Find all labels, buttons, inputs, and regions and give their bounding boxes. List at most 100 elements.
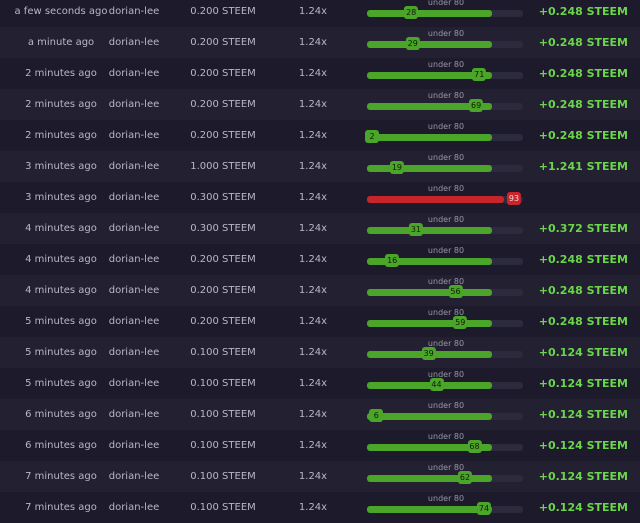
bet-target: under 80 [427,370,465,379]
roll-marker: 16 [385,254,400,267]
bet-user: dorian-lee [108,6,160,17]
bet-target: under 80 [427,432,465,441]
bet-user: dorian-lee [108,192,160,203]
roll-marker: 68 [467,440,482,453]
roll-marker: 56 [448,285,463,298]
roll-marker: 39 [421,347,436,360]
bet-user: dorian-lee [108,223,160,234]
roll-marker: 44 [429,378,444,391]
bet-target: under 80 [427,29,465,38]
roll-bar-fill [367,506,492,513]
bet-target: under 80 [427,91,465,100]
roll-bar-fill [367,320,492,327]
roll-marker: 71 [472,68,487,81]
bet-amount: 0.300 STEEM [190,192,256,203]
bet-row: 5 minutes ago dorian-lee 0.200 STEEM 1.24x u… [0,306,640,337]
roll-bar-fill [367,289,492,296]
roll-bar-fill [367,413,492,420]
bet-amount: 0.200 STEEM [190,68,256,79]
bet-time: 5 minutes ago [25,347,97,358]
bet-user: dorian-lee [108,347,160,358]
bet-multiplier: 1.24x [298,68,328,79]
roll-marker: 31 [408,223,423,236]
bet-target: under 80 [427,463,465,472]
bet-multiplier: 1.24x [298,316,328,327]
bet-amount: 0.200 STEEM [190,6,256,17]
roll-bar: 31 [367,223,523,236]
bet-payout: +0.372 STEEM [538,222,628,235]
bet-target: under 80 [427,494,465,503]
bet-payout: +0.124 STEEM [538,408,628,421]
roll-marker: 59 [453,316,468,329]
bet-row: 4 minutes ago dorian-lee 0.200 STEEM 1.24x u… [0,244,640,275]
roll-bar: 39 [367,347,523,360]
roll-bar: 28 [367,6,523,19]
bet-time: 6 minutes ago [25,409,97,420]
bet-time: 7 minutes ago [25,502,97,513]
roll-bar-fill [367,258,492,265]
bet-payout: +0.124 STEEM [538,501,628,514]
bet-payout: +0.248 STEEM [538,253,628,266]
roll-bar: 93 [367,192,523,205]
bet-multiplier: 1.24x [298,6,328,17]
roll-bar-fill [367,227,492,234]
roll-bar-fill [367,10,492,17]
bet-user: dorian-lee [108,409,160,420]
roll-bar: 74 [367,502,523,515]
bet-user: dorian-lee [108,440,160,451]
bet-target: under 80 [427,215,465,224]
bet-user: dorian-lee [108,99,160,110]
roll-bar: 2 [365,130,523,143]
bet-row: a few seconds ago dorian-lee 0.200 STEEM 1.… [0,0,640,27]
roll-marker: 62 [457,471,473,484]
roll-marker: 28 [404,6,419,19]
roll-marker: 29 [405,37,420,50]
bet-multiplier: 1.24x [298,37,328,48]
bet-payout: +1.241 STEEM [538,160,628,173]
bet-amount: 0.200 STEEM [190,130,256,141]
bet-payout: +0.248 STEEM [538,36,628,49]
bet-user: dorian-lee [108,378,160,389]
bet-time: 2 minutes ago [25,99,97,110]
bet-amount: 0.100 STEEM [190,409,256,420]
roll-bar: 6 [367,409,523,422]
bet-row: 2 minutes ago dorian-lee 0.200 STEEM 1.24x u… [0,89,640,120]
bet-amount: 0.100 STEEM [190,502,256,513]
bet-multiplier: 1.24x [298,99,328,110]
bet-row: 4 minutes ago dorian-lee 0.200 STEEM 1.24x u… [0,275,640,306]
bet-multiplier: 1.24x [298,254,328,265]
bet-amount: 0.200 STEEM [190,285,256,296]
bet-payout: +0.124 STEEM [538,346,628,359]
bet-payout: +0.124 STEEM [538,377,628,390]
bet-row: 6 minutes ago dorian-lee 0.100 STEEM 1.24x u… [0,399,640,430]
bet-time: 3 minutes ago [25,161,97,172]
bet-multiplier: 1.24x [298,409,328,420]
bet-row: 2 minutes ago dorian-lee 0.200 STEEM 1.24x u… [0,120,640,151]
bet-time: 2 minutes ago [25,68,97,79]
roll-marker: 74 [476,502,492,515]
bet-amount: 0.100 STEEM [190,440,256,451]
bet-time: a minute ago [27,37,95,48]
bet-target: under 80 [427,339,465,348]
bet-row: 3 minutes ago dorian-lee 0.300 STEEM 1.24x u… [0,182,640,213]
bet-amount: 0.100 STEEM [190,347,256,358]
bet-payout: +0.248 STEEM [538,67,628,80]
bet-multiplier: 1.24x [298,161,328,172]
bet-target: under 80 [427,122,465,131]
roll-bar-fill [367,103,492,110]
bet-target: under 80 [427,184,465,193]
bet-multiplier: 1.24x [298,223,328,234]
bet-time: a few seconds ago [14,6,108,17]
bet-amount: 1.000 STEEM [190,161,256,172]
bet-multiplier: 1.24x [298,192,328,203]
bet-amount: 0.100 STEEM [190,378,256,389]
bet-payout [520,182,628,213]
bet-payout: +0.124 STEEM [538,439,628,452]
bet-row: 5 minutes ago dorian-lee 0.100 STEEM 1.24x u… [0,368,640,399]
bet-row: 7 minutes ago dorian-lee 0.100 STEEM 1.24x u… [0,461,640,492]
bet-amount: 0.100 STEEM [190,471,256,482]
bet-user: dorian-lee [108,130,160,141]
bet-user: dorian-lee [108,471,160,482]
roll-bar-fill [367,41,492,48]
